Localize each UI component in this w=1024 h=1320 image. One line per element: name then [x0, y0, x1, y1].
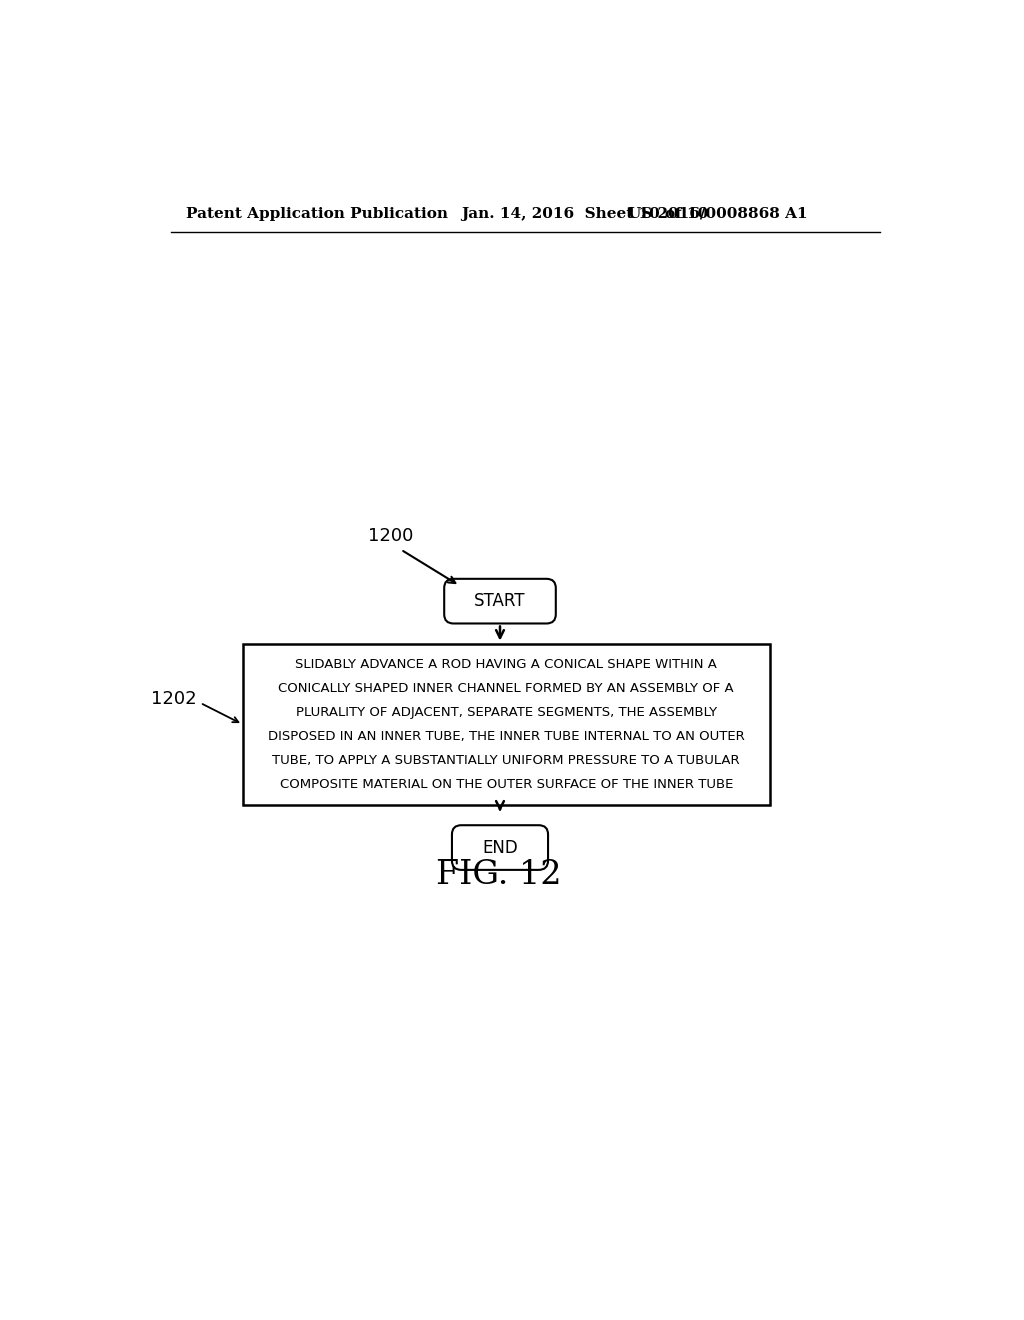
Text: US 2016/0008868 A1: US 2016/0008868 A1 — [628, 207, 808, 220]
Text: CONICALLY SHAPED INNER CHANNEL FORMED BY AN ASSEMBLY OF A: CONICALLY SHAPED INNER CHANNEL FORMED BY… — [279, 682, 734, 696]
Text: TUBE, TO APPLY A SUBSTANTIALLY UNIFORM PRESSURE TO A TUBULAR: TUBE, TO APPLY A SUBSTANTIALLY UNIFORM P… — [272, 754, 740, 767]
Text: 1202: 1202 — [151, 690, 197, 708]
Text: Jan. 14, 2016  Sheet 10 of 10: Jan. 14, 2016 Sheet 10 of 10 — [461, 207, 709, 220]
Text: SLIDABLY ADVANCE A ROD HAVING A CONICAL SHAPE WITHIN A: SLIDABLY ADVANCE A ROD HAVING A CONICAL … — [295, 659, 717, 671]
FancyBboxPatch shape — [452, 825, 548, 870]
Text: DISPOSED IN AN INNER TUBE, THE INNER TUBE INTERNAL TO AN OUTER: DISPOSED IN AN INNER TUBE, THE INNER TUB… — [268, 730, 744, 743]
FancyBboxPatch shape — [444, 578, 556, 623]
Text: COMPOSITE MATERIAL ON THE OUTER SURFACE OF THE INNER TUBE: COMPOSITE MATERIAL ON THE OUTER SURFACE … — [280, 777, 733, 791]
Text: END: END — [482, 838, 518, 857]
Text: 1200: 1200 — [369, 527, 414, 545]
Text: Patent Application Publication: Patent Application Publication — [186, 207, 449, 220]
Bar — [243, 644, 770, 805]
Text: START: START — [474, 593, 525, 610]
Text: FIG. 12: FIG. 12 — [435, 858, 561, 891]
Text: PLURALITY OF ADJACENT, SEPARATE SEGMENTS, THE ASSEMBLY: PLURALITY OF ADJACENT, SEPARATE SEGMENTS… — [296, 706, 717, 719]
